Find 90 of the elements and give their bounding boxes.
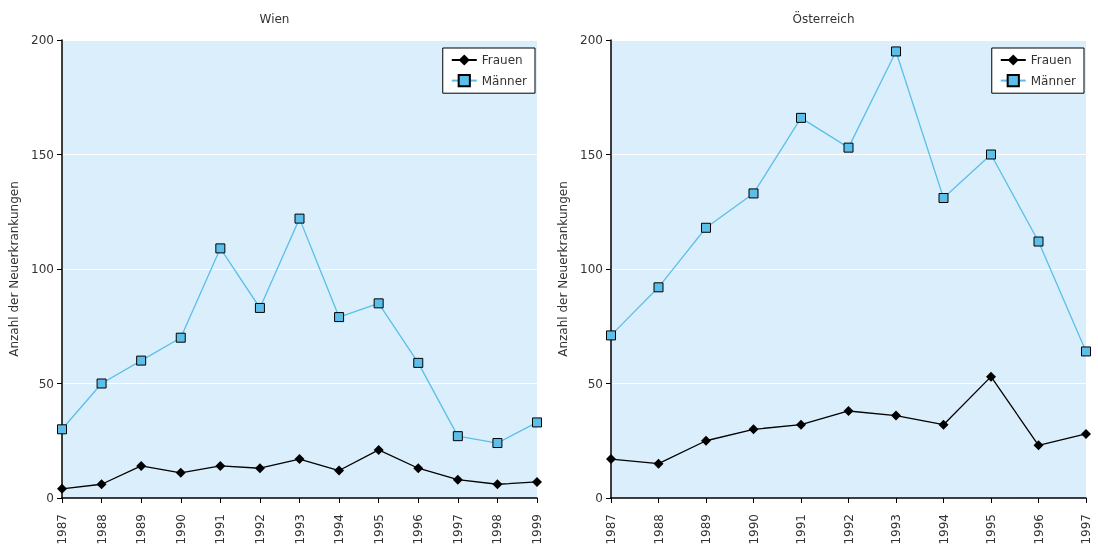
legend-label: Frauen <box>481 53 523 67</box>
chart-title: Österreich <box>792 10 855 26</box>
point <box>413 463 424 474</box>
y-axis-title: Anzahl der Neuerkrankungen <box>556 181 571 357</box>
y-tick-label: 50 <box>587 376 603 391</box>
x-tick-label: 1994 <box>332 514 347 545</box>
point <box>653 458 664 469</box>
point <box>136 460 147 471</box>
x-tick-label: 1997 <box>1079 514 1093 545</box>
x-tick-label: 1999 <box>530 514 544 545</box>
point <box>373 298 384 309</box>
x-tick-label: 1988 <box>94 514 109 545</box>
point <box>413 357 424 368</box>
legend-label: Frauen <box>1030 53 1072 67</box>
point <box>796 419 806 430</box>
point <box>748 188 759 199</box>
chart-title: Wien <box>259 12 290 26</box>
x-tick-label: 1997 <box>450 514 465 545</box>
point <box>57 483 67 494</box>
point <box>57 424 67 435</box>
point <box>1033 440 1044 451</box>
x-tick-label: 1990 <box>746 514 761 545</box>
point <box>294 213 305 224</box>
x-tick-label: 1996 <box>1031 514 1046 545</box>
point <box>136 355 147 366</box>
y-tick-label: 50 <box>38 376 54 391</box>
point <box>653 282 664 293</box>
point <box>532 417 542 428</box>
x-tick-label: 1993 <box>889 514 903 545</box>
point <box>452 474 463 485</box>
point <box>1081 346 1091 357</box>
point <box>1033 236 1044 247</box>
point <box>938 419 949 430</box>
x-tick-label: 1989 <box>699 514 713 545</box>
x-tick-label: 1990 <box>173 514 188 545</box>
x-tick-label: 1995 <box>984 514 998 545</box>
x-tick-label: 1992 <box>252 514 267 545</box>
x-tick-label: 1988 <box>651 514 666 545</box>
point <box>701 435 711 446</box>
y-tick-label: 200 <box>31 33 54 47</box>
x-tick-label: 1998 <box>490 514 505 545</box>
x-tick-label: 1996 <box>411 514 426 545</box>
point <box>96 378 107 389</box>
x-tick-label: 1993 <box>292 514 307 545</box>
x-tick-label: 1987 <box>55 514 69 545</box>
point <box>492 438 503 449</box>
y-axis-title: Anzahl der Neuerkrankungen <box>7 181 22 357</box>
y-tick-label: 100 <box>580 262 603 276</box>
point <box>373 444 384 455</box>
point <box>606 330 616 341</box>
point <box>843 405 854 416</box>
point <box>891 410 901 421</box>
point <box>492 479 503 490</box>
x-tick-label: 1995 <box>371 514 386 545</box>
legend-label: Männer <box>1030 73 1077 88</box>
point <box>748 424 759 435</box>
point <box>986 149 996 160</box>
point <box>334 312 345 323</box>
x-tick-label: 1991 <box>213 514 228 545</box>
point <box>294 454 305 465</box>
point <box>891 46 901 57</box>
point <box>606 454 616 465</box>
y-tick-label: 0 <box>595 491 603 505</box>
point <box>254 302 265 313</box>
x-tick-label: 1992 <box>841 514 856 545</box>
y-tick-label: 150 <box>31 147 54 162</box>
point <box>843 142 854 153</box>
x-tick-label: 1991 <box>794 514 808 545</box>
point <box>701 222 711 233</box>
point <box>986 371 996 382</box>
point <box>215 460 226 471</box>
point <box>215 243 226 254</box>
point <box>796 112 806 123</box>
y-tick-label: 200 <box>580 33 603 47</box>
point <box>1081 428 1091 439</box>
x-tick-label: 1987 <box>604 514 618 545</box>
legend-label: Männer <box>481 73 528 88</box>
point <box>175 467 186 478</box>
point <box>96 479 107 490</box>
y-tick-label: 100 <box>31 262 54 276</box>
point <box>254 463 265 474</box>
point <box>938 193 949 204</box>
y-tick-label: 0 <box>46 491 54 505</box>
x-tick-label: 1989 <box>134 514 149 545</box>
point <box>334 465 345 476</box>
x-tick-label: 1994 <box>936 514 951 545</box>
point <box>175 332 186 343</box>
point <box>452 431 463 442</box>
point <box>532 476 542 487</box>
y-tick-label: 150 <box>580 147 603 162</box>
